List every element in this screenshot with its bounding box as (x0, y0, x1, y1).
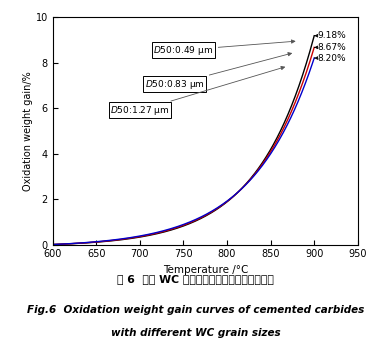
Text: $D$50:0.83 μm: $D$50:0.83 μm (145, 53, 291, 91)
Text: 8.20%: 8.20% (315, 54, 346, 63)
Text: with different WC grain sizes: with different WC grain sizes (111, 328, 280, 339)
Text: 9.18%: 9.18% (315, 31, 346, 40)
Text: $D$50:0.49 μm: $D$50:0.49 μm (153, 40, 295, 56)
Text: 8.67%: 8.67% (315, 43, 346, 52)
Text: 图 6  不同 WC 晶粒度硬质合金的氧化增质曲线: 图 6 不同 WC 晶粒度硬质合金的氧化增质曲线 (117, 274, 274, 284)
Y-axis label: Oxidation weight gain/%: Oxidation weight gain/% (23, 71, 33, 191)
Text: $D$50:1.27 μm: $D$50:1.27 μm (110, 66, 285, 117)
X-axis label: Temperature /°C: Temperature /°C (163, 265, 248, 275)
Text: Fig.6  Oxidation weight gain curves of cemented carbides: Fig.6 Oxidation weight gain curves of ce… (27, 304, 364, 315)
